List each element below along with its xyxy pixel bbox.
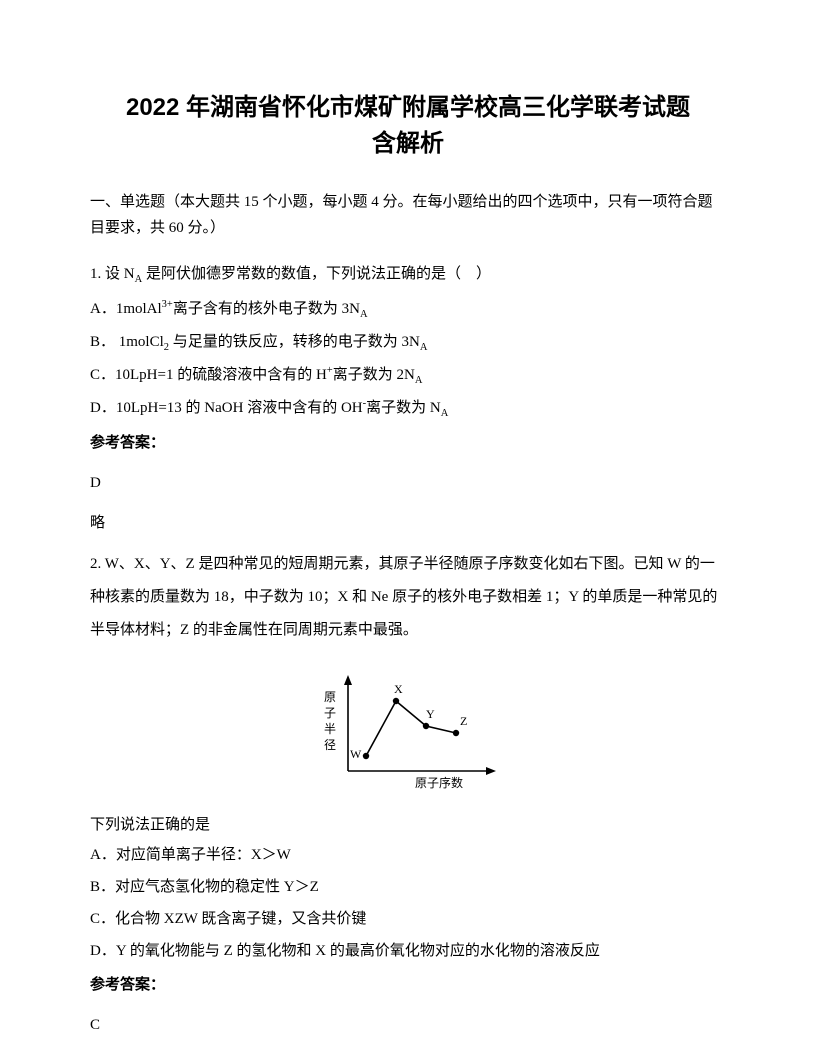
atomic-radius-chart: 原子半径原子序数 W X Y Z: [90, 653, 726, 804]
svg-text:原子序数: 原子序数: [415, 775, 463, 790]
question-1: 1. 设 NA 是阿伏伽德罗常数的数值，下列说法正确的是（ ） A．1molAl…: [90, 259, 726, 538]
svg-text:W: W: [350, 747, 362, 761]
page-title: 2022 年湖南省怀化市煤矿附属学校高三化学联考试题 含解析: [90, 90, 726, 162]
q2-stem: 2. W、X、Y、Z 是四种常见的短周期元素，其原子半径随原子序数变化如右下图。…: [90, 548, 726, 647]
q1-stem: 1. 设 NA 是阿伏伽德罗常数的数值，下列说法正确的是（ ）: [90, 259, 726, 290]
q1-answer-value: D: [90, 468, 726, 498]
svg-text:X: X: [394, 682, 403, 696]
q2-sub-stem: 下列说法正确的是: [90, 810, 726, 840]
chart-svg: 原子半径原子序数 W X Y Z: [308, 653, 508, 793]
svg-text:Y: Y: [426, 707, 435, 721]
q2-answer-label: 参考答案：: [90, 970, 726, 1000]
q1-explain: 略: [90, 508, 726, 538]
q1-option-d: D．10LpH=13 的 NaOH 溶液中含有的 OH-离子数为 NA: [90, 393, 726, 424]
q2-option-d: D．Y 的氧化物能与 Z 的氢化物和 X 的最高价氧化物对应的水化物的溶液反应: [90, 936, 726, 966]
svg-text:原: 原: [324, 690, 336, 704]
svg-text:Z: Z: [460, 714, 467, 728]
question-2: 2. W、X、Y、Z 是四种常见的短周期元素，其原子半径随原子序数变化如右下图。…: [90, 548, 726, 1040]
title-line-2: 含解析: [372, 130, 444, 157]
q1-option-b: B． 1molCl2 与足量的铁反应，转移的电子数为 3NA: [90, 327, 726, 358]
q1-option-c: C．10LpH=1 的硫酸溶液中含有的 H+离子数为 2NA: [90, 360, 726, 391]
section-header: 一、单选题（本大题共 15 个小题，每小题 4 分。在每小题给出的四个选项中，只…: [90, 190, 726, 241]
svg-text:径: 径: [324, 738, 336, 752]
title-line-1: 2022 年湖南省怀化市煤矿附属学校高三化学联考试题: [126, 94, 690, 121]
q1-answer-label: 参考答案：: [90, 428, 726, 458]
q2-option-c: C．化合物 XZW 既含离子键，又含共价键: [90, 904, 726, 934]
svg-text:子: 子: [324, 706, 336, 720]
q2-option-a: A．对应简单离子半径：X＞W: [90, 840, 726, 870]
q2-option-b: B．对应气态氢化物的稳定性 Y＞Z: [90, 872, 726, 902]
q2-answer-value: C: [90, 1010, 726, 1040]
svg-text:半: 半: [324, 722, 336, 736]
q1-option-a: A．1molAl3+离子含有的核外电子数为 3NA: [90, 294, 726, 325]
